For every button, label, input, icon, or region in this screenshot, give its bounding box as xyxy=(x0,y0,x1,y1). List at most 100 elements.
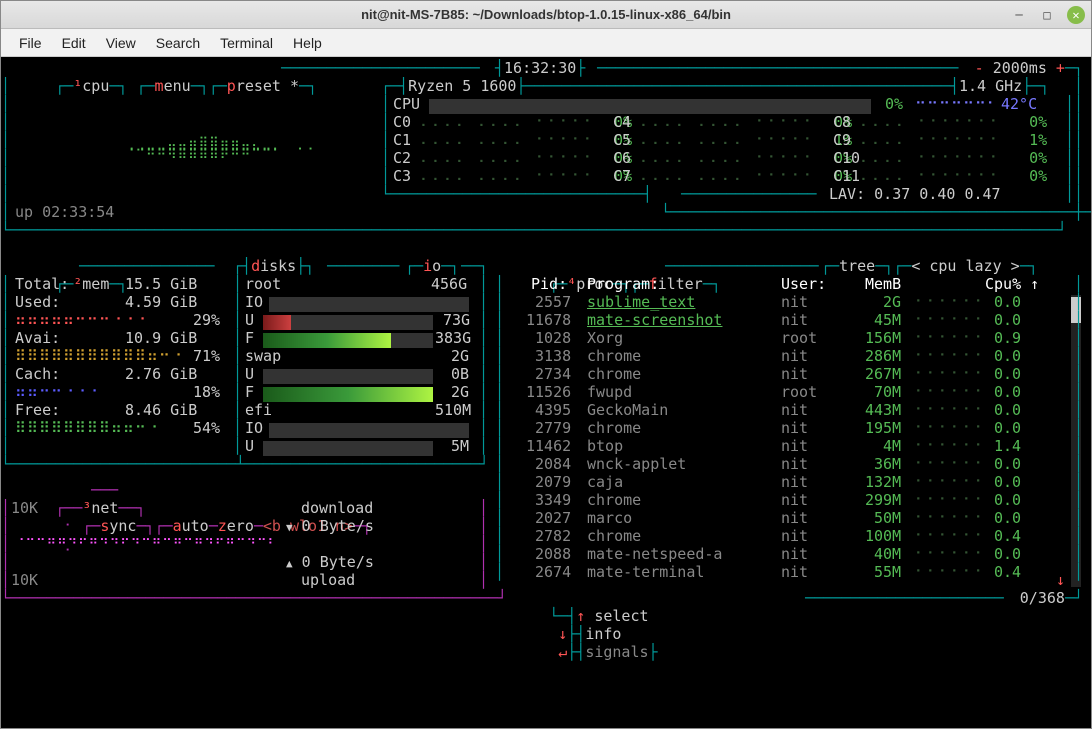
proc-user: nit xyxy=(781,473,808,491)
proc-user: root xyxy=(781,383,817,401)
proc-col-program: Program: xyxy=(587,275,659,293)
proc-pid[interactable]: 11462 xyxy=(526,437,571,455)
menu-search[interactable]: Search xyxy=(148,33,208,53)
minimize-icon[interactable]: ─ xyxy=(1011,7,1027,23)
mem-avail-pct: 71% xyxy=(193,347,220,365)
proc-mem: 443M xyxy=(865,401,901,419)
clock: 16:32:30 xyxy=(504,59,576,77)
cpu-uptime: up 02:33:54 xyxy=(15,203,114,221)
down-arrow-icon: ▼ xyxy=(286,521,293,534)
proc-cpu: 0.0 xyxy=(994,455,1021,473)
menubar: File Edit View Search Terminal Help xyxy=(1,29,1091,57)
proc-pid[interactable]: 11678 xyxy=(526,311,571,329)
proc-program[interactable]: chrome xyxy=(587,419,641,437)
proc-program[interactable]: chrome xyxy=(587,347,641,365)
menu-view[interactable]: View xyxy=(98,33,144,53)
menu-edit[interactable]: Edit xyxy=(54,33,94,53)
proc-cpu: 0.0 xyxy=(994,509,1021,527)
proc-pid[interactable]: 2779 xyxy=(535,419,571,437)
proc-program[interactable]: sublime_text xyxy=(587,293,695,311)
proc-mem: 299M xyxy=(865,491,901,509)
proc-pid[interactable]: 3138 xyxy=(535,347,571,365)
mem-free: 8.46 GiB xyxy=(125,401,197,419)
proc-user: nit xyxy=(781,419,808,437)
up-arrow-icon: ▲ xyxy=(286,557,293,570)
proc-program[interactable]: marco xyxy=(587,509,632,527)
proc-col-user: User: xyxy=(781,275,826,293)
proc-pid[interactable]: 1028 xyxy=(535,329,571,347)
proc-program[interactable]: btop xyxy=(587,437,623,455)
proc-mem: 40M xyxy=(874,545,901,563)
proc-mem: 55M xyxy=(874,563,901,581)
proc-user: nit xyxy=(781,563,808,581)
proc-pid[interactable]: 2557 xyxy=(535,293,571,311)
titlebar[interactable]: nit@nit-MS-7B85: ~/Downloads/btop-1.0.15… xyxy=(1,1,1091,29)
net-upload-lbl: upload xyxy=(301,571,355,589)
proc-pid[interactable]: 2079 xyxy=(535,473,571,491)
proc-program[interactable]: caja xyxy=(587,473,623,491)
mem-used-lbl: Used: xyxy=(15,293,60,311)
proc-col-cpu: Cpu% ↑ xyxy=(985,275,1039,293)
proc-pid[interactable]: 2734 xyxy=(535,365,571,383)
proc-user: nit xyxy=(781,365,808,383)
proc-user: nit xyxy=(781,293,808,311)
proc-mem: 4M xyxy=(883,437,901,455)
proc-pid[interactable]: 3349 xyxy=(535,491,571,509)
proc-mem: 132M xyxy=(865,473,901,491)
proc-cpu: 0.0 xyxy=(994,347,1021,365)
mem-used: 4.59 GiB xyxy=(125,293,197,311)
maximize-icon[interactable]: □ xyxy=(1039,7,1055,23)
proc-user: nit xyxy=(781,437,808,455)
cpu-total-label: CPU xyxy=(393,95,420,113)
proc-cpu: 0.9 xyxy=(994,329,1021,347)
cpu-freq: 1.4 GHz xyxy=(959,77,1022,95)
net-download-lbl: download xyxy=(301,499,373,517)
proc-cpu: 0.0 xyxy=(994,383,1021,401)
scroll-down-icon[interactable]: ↓ xyxy=(1056,571,1065,589)
proc-program[interactable]: GeckoMain xyxy=(587,401,668,419)
menu-help[interactable]: Help xyxy=(285,33,330,53)
proc-program[interactable]: fwupd xyxy=(587,383,632,401)
close-icon[interactable]: ✕ xyxy=(1067,6,1085,24)
net-header: net xyxy=(91,499,118,517)
proc-program[interactable]: wnck-applet xyxy=(587,455,686,473)
cpu-label: cpu xyxy=(82,77,109,95)
proc-program[interactable]: chrome xyxy=(587,365,641,383)
proc-user: nit xyxy=(781,527,808,545)
proc-user: nit xyxy=(781,455,808,473)
proc-cpu: 0.4 xyxy=(994,527,1021,545)
mem-free-pct: 54% xyxy=(193,419,220,437)
net-scale-bot: 10K xyxy=(11,571,38,589)
mem-cache-pct: 18% xyxy=(193,383,220,401)
proc-pid[interactable]: 2674 xyxy=(535,563,571,581)
net-download: 0 Byte/s xyxy=(302,517,374,535)
proc-pid[interactable]: 2088 xyxy=(535,545,571,563)
proc-cpu: 0.0 xyxy=(994,545,1021,563)
proc-mem: 195M xyxy=(865,419,901,437)
proc-mem: 70M xyxy=(874,383,901,401)
proc-program[interactable]: mate-netspeed-a xyxy=(587,545,722,563)
cpu-temp: 42°C xyxy=(1001,95,1037,113)
terminal-content[interactable]: ┌─¹cpu─┐ ┌─menu─┐┌─preset *─┐ ┤16:32:30├… xyxy=(1,57,1091,728)
proc-pid[interactable]: 4395 xyxy=(535,401,571,419)
mem-header: mem xyxy=(82,275,109,293)
menu-terminal[interactable]: Terminal xyxy=(212,33,281,53)
proc-mem: 45M xyxy=(874,311,901,329)
proc-pid[interactable]: 2084 xyxy=(535,455,571,473)
proc-pid[interactable]: 2027 xyxy=(535,509,571,527)
proc-pid[interactable]: 2782 xyxy=(535,527,571,545)
proc-user: nit xyxy=(781,347,808,365)
mem-cache-lbl: Cach: xyxy=(15,365,60,383)
proc-mem: 156M xyxy=(865,329,901,347)
proc-program[interactable]: chrome xyxy=(587,491,641,509)
mem-cache: 2.76 GiB xyxy=(125,365,197,383)
menu-file[interactable]: File xyxy=(11,33,50,53)
terminal-window: nit@nit-MS-7B85: ~/Downloads/btop-1.0.15… xyxy=(0,0,1092,729)
proc-program[interactable]: Xorg xyxy=(587,329,623,347)
proc-pid[interactable]: 11526 xyxy=(526,383,571,401)
proc-program[interactable]: mate-terminal xyxy=(587,563,704,581)
proc-program[interactable]: mate-screenshot xyxy=(587,311,722,329)
proc-program[interactable]: chrome xyxy=(587,527,641,545)
proc-col-mem: MemB xyxy=(865,275,901,293)
proc-user: nit xyxy=(781,401,808,419)
